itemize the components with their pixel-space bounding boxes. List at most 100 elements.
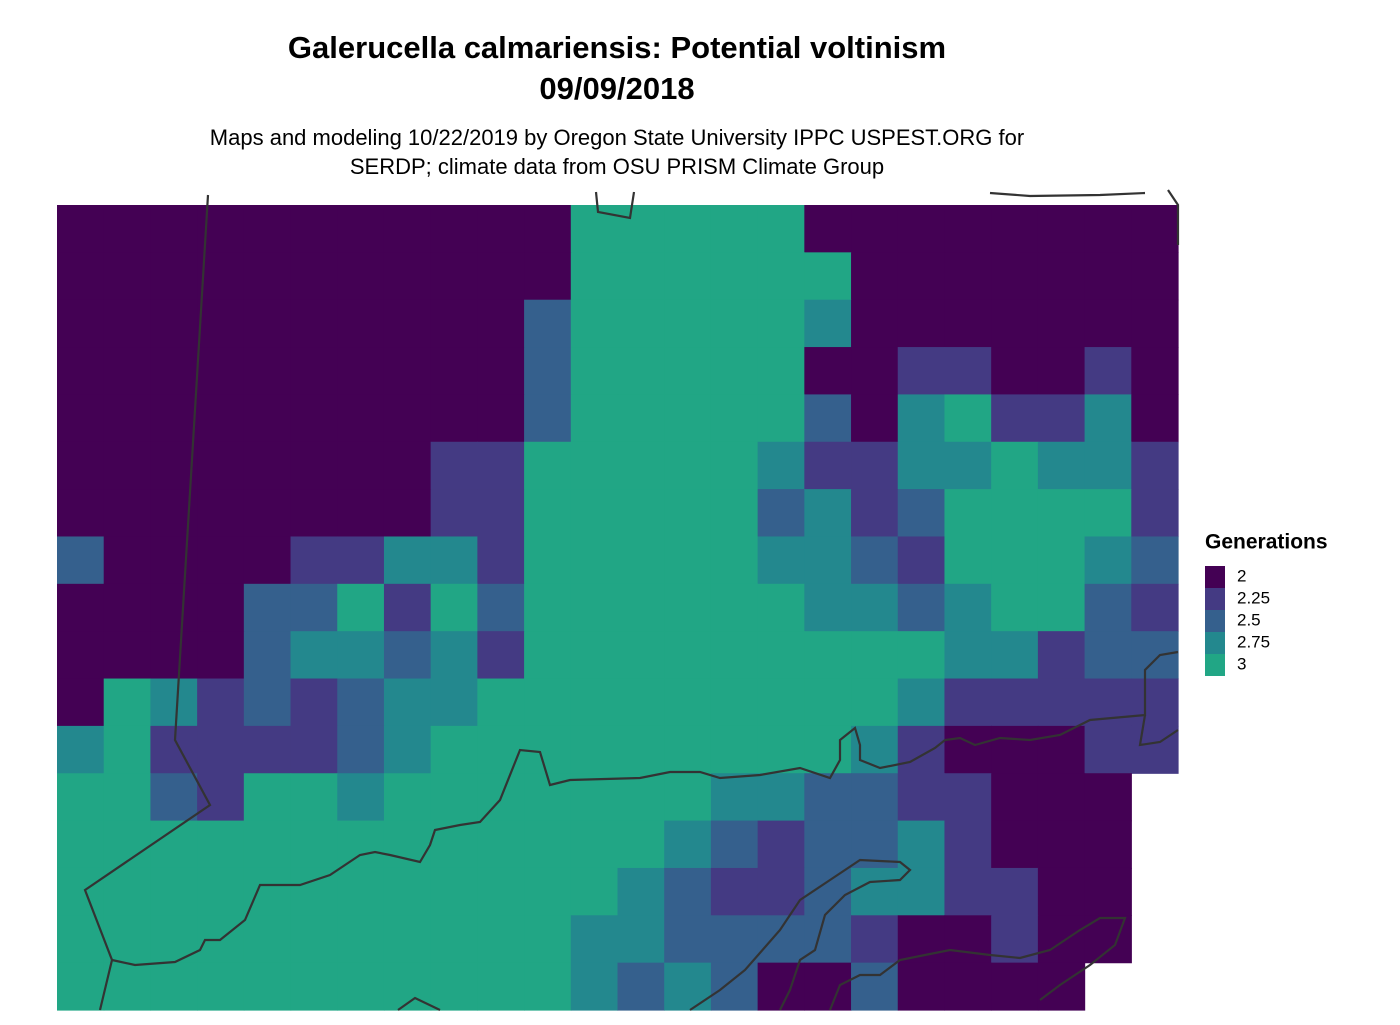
raster-cell [383,536,432,585]
raster-cell [897,252,946,301]
raster-cell [1131,394,1179,443]
raster-cell [243,347,292,396]
raster-cell [337,915,385,964]
border [111,650,1179,967]
raster-cell [430,773,478,822]
raster-cell [290,678,338,727]
raster-cell [477,205,525,253]
raster-cell [617,394,665,443]
raster-cell [664,725,712,774]
raster-cell [150,299,198,348]
raster-cell [851,299,899,348]
raster-cell [197,536,245,585]
chart-title: Galerucella calmariensis: Potential volt… [288,30,946,65]
raster-cell [1131,631,1179,680]
raster-cell [524,394,572,443]
raster-cell [804,725,852,774]
raster-cell [991,820,1039,869]
border [989,189,1180,245]
raster-cell [804,962,852,1011]
raster-cell [243,631,292,680]
raster-cell [290,773,338,822]
raster-cell [617,536,665,585]
raster-cell [57,583,105,632]
raster-cell [243,773,292,822]
raster-cell [150,915,198,964]
raster-cell [197,678,245,727]
raster-cell [1131,347,1179,396]
raster-cell [1037,299,1086,348]
raster-cell [477,867,525,916]
raster-cell [710,725,759,774]
raster-cell [710,773,759,822]
raster-cell [804,441,852,490]
raster-cell [150,678,198,727]
raster-cell [1084,205,1132,253]
raster-cell [897,394,946,443]
legend-label: 2.75 [1237,632,1270,651]
raster-cell [524,915,572,964]
raster-cell [991,725,1039,774]
raster-cell [851,962,899,1011]
raster-cell [944,678,992,727]
raster-cell [944,394,992,443]
raster-cell [570,915,619,964]
raster-cell [757,915,805,964]
raster-cell [383,252,432,301]
raster-cell [243,394,292,443]
raster-cell [1037,252,1086,301]
raster-cell [383,299,432,348]
raster-cell [1037,583,1086,632]
raster-cell [197,583,245,632]
raster-cell [1084,536,1132,585]
raster-cell [243,678,292,727]
raster-cell [430,489,478,538]
raster-cell [757,489,805,538]
raster-cell [570,205,619,253]
raster-cell [757,536,805,585]
legend-swatch [1205,610,1225,632]
raster-cell [477,583,525,632]
raster-cell [570,347,619,396]
raster-cell [1084,441,1132,490]
raster-cell [430,441,478,490]
raster-cell [570,441,619,490]
legend: Generations 2 2.25 2.5 2.75 3 [1205,531,1328,676]
raster-cell [804,631,852,680]
raster-cell [570,867,619,916]
raster-cell [1037,536,1086,585]
legend-swatch [1205,654,1225,676]
raster-cell [851,583,899,632]
raster-cell [430,583,478,632]
raster-cell [757,678,805,727]
legend-swatch [1205,566,1225,588]
raster-cell [57,678,105,727]
raster-cell [617,205,665,253]
raster-cell [524,299,572,348]
raster-cell [1037,205,1086,253]
raster-cell [617,489,665,538]
raster-cell [804,394,852,443]
raster-cell [197,441,245,490]
raster-cell [757,441,805,490]
raster-cell [243,252,292,301]
raster-cell [383,867,432,916]
raster-cell [197,347,245,396]
raster-cell [103,299,152,348]
raster-cell [991,962,1039,1011]
raster-cell [290,252,338,301]
raster-cell [150,394,198,443]
raster [57,205,1179,1011]
raster-cell [1037,394,1086,443]
chart-subtitle: Maps and modeling 10/22/2019 by Oregon S… [210,125,1024,150]
raster-cell [524,583,572,632]
raster-cell [944,252,992,301]
raster-cell [664,536,712,585]
raster-cell [991,205,1039,253]
raster-cell [851,394,899,443]
raster-cell [383,725,432,774]
raster-cell [150,725,198,774]
raster-cell [991,583,1039,632]
raster-cell [430,867,478,916]
raster-cell [710,820,759,869]
